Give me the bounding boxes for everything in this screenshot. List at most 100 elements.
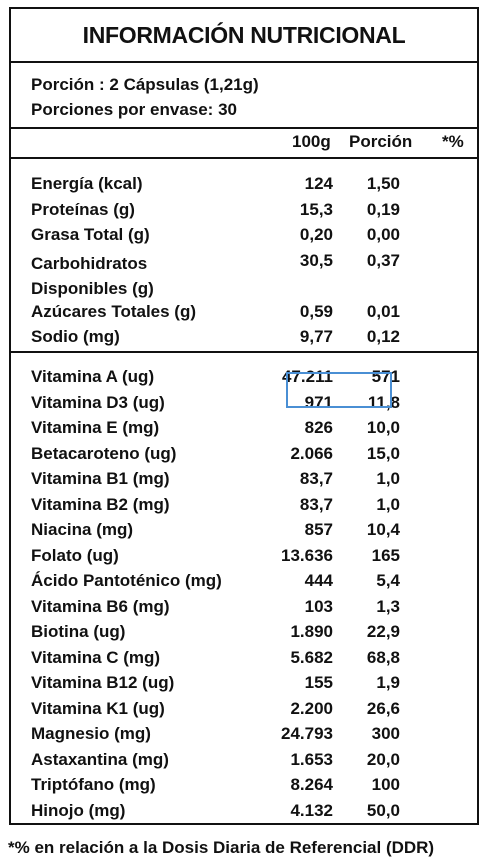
- nutrient-name: Vitamina E (mg): [31, 418, 160, 437]
- column-header-ddr: *%: [442, 132, 464, 151]
- value-per-100g: 857: [304, 520, 333, 539]
- nutrient-name: Biotina (ug): [31, 622, 126, 641]
- value-per-portion: 1,9: [376, 673, 400, 692]
- value-per-100g: 0,59: [299, 301, 333, 321]
- table-row: Proteínas (g) 15,3 0,19: [11, 197, 477, 223]
- table-row: Vitamina B12 (ug) 155 1,9: [11, 670, 477, 696]
- table-row: Vitamina B1 (mg) 83,7 1,0: [11, 466, 477, 492]
- nutrient-name: Grasa Total (g): [31, 225, 150, 244]
- value-per-100g: 2.200: [290, 698, 333, 718]
- table-row: Grasa Total (g) 0,20 0,00: [11, 222, 477, 248]
- nutrient-name: Folato (ug): [31, 545, 119, 565]
- value-per-100g: 826: [304, 418, 333, 437]
- table-row: Sodio (mg) 9,77 0,12: [11, 324, 477, 350]
- value-per-portion: 11,8: [367, 392, 400, 412]
- nutrient-name: Vitamina D3 (ug): [31, 392, 165, 412]
- table-row: Astaxantina (mg) 1.653 20,0: [11, 747, 477, 773]
- column-header-100g: 100g: [292, 132, 331, 151]
- value-per-portion: 0,37: [366, 250, 400, 270]
- value-per-portion: 1,3: [376, 596, 400, 616]
- value-per-portion: 100: [371, 775, 400, 794]
- value-per-portion: 10,0: [366, 418, 400, 437]
- value-per-portion: 10,4: [366, 520, 400, 539]
- nutrient-name: Vitamina C (mg): [31, 647, 161, 667]
- value-per-portion: 22,9: [366, 622, 400, 641]
- value-per-portion: 300: [371, 724, 400, 743]
- vitamins-section: Vitamina A (ug) 47.211 571 Vitamina D3 (ug)…: [11, 353, 477, 823]
- table-row: Vitamina E (mg) 826 10,0: [11, 415, 477, 441]
- table-row: Vitamina B6 (mg) 103 1,3: [11, 594, 477, 620]
- value-per-portion: 0,01: [366, 301, 400, 321]
- nutrient-name: Vitamina B6 (mg): [31, 596, 170, 616]
- nutrition-facts-panel: INFORMACIÓN NUTRICIONAL Porción : 2 Cáps…: [9, 7, 479, 825]
- value-per-100g: 83,7: [299, 494, 333, 514]
- serving-info: Porción : 2 Cápsulas (1,21g) Porciones p…: [11, 63, 477, 129]
- table-row: Magnesio (mg) 24.793 300: [11, 721, 477, 747]
- table-row: Vitamina K1 (ug) 2.200 26,6: [11, 696, 477, 722]
- nutrient-name: Carbohidratos Disponibles (g): [31, 251, 154, 302]
- table-row: Vitamina B2 (mg) 83,7 1,0: [11, 492, 477, 518]
- table-row: Carbohidratos Disponibles (g) 30,5 0,37: [11, 248, 477, 299]
- nutrient-name: Hinojo (mg): [31, 800, 126, 820]
- nutrient-name-line2: Disponibles (g): [31, 279, 154, 298]
- value-per-portion: 1,50: [366, 174, 400, 193]
- nutrient-name: Astaxantina (mg): [31, 749, 169, 769]
- serving-size: Porción : 2 Cápsulas (1,21g): [31, 75, 259, 94]
- value-per-100g: 83,7: [299, 469, 333, 488]
- value-per-100g: 155: [304, 673, 333, 692]
- nutrient-name: Azúcares Totales (g): [31, 301, 197, 321]
- value-per-100g: 15,3: [299, 199, 333, 219]
- nutrient-name: Vitamina B12 (ug): [31, 673, 175, 692]
- table-row: Vitamina C (mg) 5.682 68,8: [11, 645, 477, 671]
- macros-section: Energía (kcal) 124 1,50 Proteínas (g) 15…: [11, 159, 477, 353]
- value-per-portion: 571: [371, 367, 400, 386]
- nutrient-name: Vitamina K1 (ug): [31, 698, 165, 718]
- value-per-100g: 444: [304, 571, 333, 590]
- value-per-portion: 26,6: [366, 698, 400, 718]
- nutrient-name: Triptófano (mg): [31, 775, 156, 794]
- value-per-100g: 0,20: [299, 225, 333, 244]
- nutrient-name: Vitamina B1 (mg): [31, 469, 170, 488]
- table-row: Vitamina D3 (ug) 971 11,8: [11, 390, 477, 416]
- value-per-100g: 8.264: [290, 775, 333, 794]
- table-row: Triptófano (mg) 8.264 100: [11, 772, 477, 798]
- value-per-portion: 1,0: [376, 469, 400, 488]
- value-per-100g: 124: [304, 174, 333, 193]
- nutrient-name: Vitamina B2 (mg): [31, 494, 170, 514]
- nutrient-name: Vitamina A (ug): [31, 367, 155, 386]
- value-per-portion: 50,0: [366, 800, 400, 820]
- servings-per-container: Porciones por envase: 30: [31, 100, 237, 119]
- column-headers: 100g Porción *%: [11, 129, 477, 159]
- table-row: Vitamina A (ug) 47.211 571: [11, 364, 477, 390]
- value-per-100g: 4.132: [290, 800, 333, 820]
- table-row: Betacaroteno (ug) 2.066 15,0: [11, 441, 477, 467]
- value-per-portion: 165: [371, 545, 400, 565]
- value-per-portion: 0,00: [366, 225, 400, 244]
- value-per-100g: 2.066: [290, 443, 333, 463]
- panel-title: INFORMACIÓN NUTRICIONAL: [11, 9, 477, 63]
- value-per-100g: 13.636: [281, 545, 333, 565]
- value-per-100g: 1.653: [290, 749, 333, 769]
- value-per-100g: 24.793: [281, 724, 333, 743]
- value-per-100g: 1.890: [290, 622, 333, 641]
- table-row: Biotina (ug) 1.890 22,9: [11, 619, 477, 645]
- value-per-100g: 47.211: [281, 367, 333, 386]
- table-row: Energía (kcal) 124 1,50: [11, 171, 477, 197]
- footnote: *% en relación a la Dosis Diaria de Refe…: [8, 838, 435, 857]
- table-row: Folato (ug) 13.636 165: [11, 543, 477, 569]
- column-header-portion: Porción: [349, 132, 413, 151]
- nutrient-name: Proteínas (g): [31, 199, 135, 219]
- table-row: Ácido Pantoténico (mg) 444 5,4: [11, 568, 477, 594]
- nutrient-name: Magnesio (mg): [31, 724, 151, 743]
- table-row: Hinojo (mg) 4.132 50,0: [11, 798, 477, 824]
- nutrient-name: Ácido Pantoténico (mg): [31, 571, 222, 590]
- value-per-portion: 1,0: [376, 494, 400, 514]
- nutrient-name: Energía (kcal): [31, 174, 143, 193]
- value-per-portion: 5,4: [376, 571, 400, 590]
- nutrient-name-line1: Carbohidratos: [31, 253, 148, 273]
- value-per-portion: 20,0: [366, 749, 400, 769]
- value-per-portion: 15,0: [366, 443, 400, 463]
- nutrient-name: Sodio (mg): [31, 327, 120, 346]
- value-per-portion: 0,19: [366, 199, 400, 219]
- value-per-100g: 5.682: [290, 647, 333, 667]
